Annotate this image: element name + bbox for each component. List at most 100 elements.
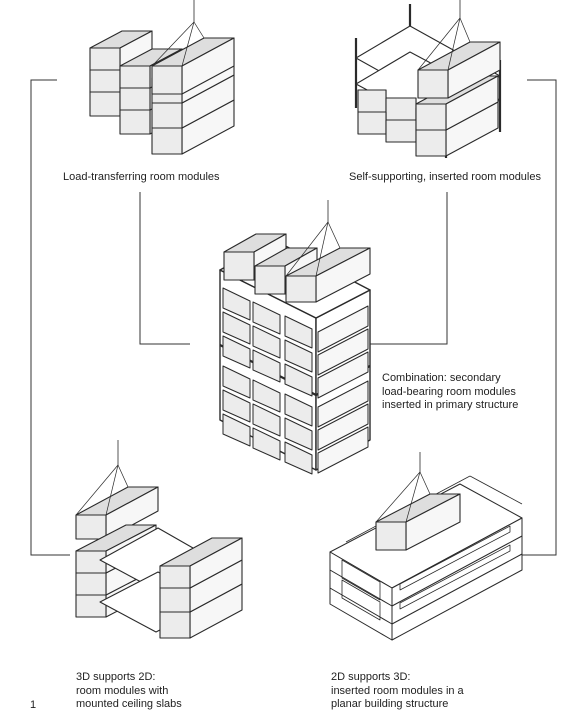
module-front-face bbox=[252, 325, 281, 359]
module-front-face bbox=[252, 427, 281, 461]
sling-line bbox=[75, 464, 119, 516]
module-front-face bbox=[222, 365, 251, 399]
caption-3d-supports-2d: 3D supports 2D: room modules with mounte… bbox=[76, 671, 182, 712]
illustration-self-supporting bbox=[354, 0, 502, 158]
caption-line: Load-transferring room modules bbox=[63, 171, 220, 183]
connector-top-right-to-center bbox=[370, 192, 448, 345]
sling-line bbox=[315, 221, 329, 277]
caption-load-transferring: Load-transferring room modules bbox=[63, 171, 220, 185]
module-front-face bbox=[357, 111, 387, 135]
caption-line: planar building structure bbox=[331, 698, 449, 710]
module-front-face bbox=[159, 587, 191, 613]
connector-lines bbox=[30, 79, 557, 556]
sling-line bbox=[459, 17, 471, 43]
module-front-face bbox=[252, 301, 281, 335]
caption-line: 3D supports 2D: bbox=[76, 671, 156, 683]
module-front-face bbox=[223, 251, 255, 281]
level-line bbox=[391, 535, 523, 607]
module-front-face bbox=[222, 287, 251, 321]
module-front-face bbox=[284, 315, 313, 349]
illustration-load-transferring bbox=[89, 0, 235, 155]
caption-line: Self-supporting, inserted room modules bbox=[349, 171, 541, 183]
level-line bbox=[329, 587, 393, 625]
opening bbox=[399, 525, 511, 591]
illustration-combination bbox=[219, 200, 371, 475]
sling-line bbox=[327, 221, 341, 249]
sling-line bbox=[151, 21, 195, 67]
module-front-face bbox=[89, 91, 121, 117]
module-front-face bbox=[415, 103, 447, 131]
module-front-face bbox=[284, 441, 313, 475]
module-front-face bbox=[222, 413, 251, 447]
connector-right bbox=[522, 79, 557, 556]
sling-line bbox=[375, 471, 421, 523]
module-front-face bbox=[222, 311, 251, 345]
sling-line bbox=[417, 17, 461, 71]
sling-line bbox=[419, 471, 431, 495]
sling-line bbox=[405, 471, 421, 523]
module-front-face bbox=[284, 417, 313, 451]
illustration-3d-supports-2d bbox=[75, 440, 243, 639]
caption-2d-supports-3d: 2D supports 3D: inserted room modules in… bbox=[331, 671, 464, 712]
module-front-face bbox=[252, 349, 281, 383]
opening bbox=[341, 579, 381, 621]
opening bbox=[399, 544, 511, 610]
module-front-face bbox=[159, 565, 191, 589]
caption-line: Combination: secondary bbox=[382, 372, 501, 384]
module-front-face bbox=[417, 69, 449, 99]
module-side-face bbox=[317, 380, 369, 428]
caption-line: inserted room modules in a bbox=[331, 684, 464, 697]
module-front-face bbox=[375, 521, 407, 551]
module-front-face bbox=[222, 389, 251, 423]
sling-line bbox=[181, 21, 195, 67]
module-front-face bbox=[284, 393, 313, 427]
module-front-face bbox=[159, 611, 191, 639]
caption-line: load-bearing room modules bbox=[382, 385, 516, 398]
caption-combination: Combination: secondary load-bearing room… bbox=[382, 372, 518, 413]
connector-left bbox=[30, 79, 70, 556]
module-front-face bbox=[119, 109, 151, 135]
opening bbox=[341, 559, 381, 601]
module-side-face bbox=[317, 305, 369, 353]
module-front-face bbox=[151, 102, 183, 129]
connector-top-left-to-center bbox=[139, 192, 190, 345]
module-front-face bbox=[252, 379, 281, 413]
figure-number: 1 bbox=[30, 699, 37, 711]
level-line bbox=[391, 553, 523, 625]
module-front-face bbox=[151, 65, 183, 95]
module-front-face bbox=[284, 339, 313, 373]
module-front-face bbox=[415, 129, 447, 157]
sling-line bbox=[117, 464, 129, 488]
module-front-face bbox=[89, 47, 121, 71]
caption-self-supporting: Self-supporting, inserted room modules bbox=[349, 171, 541, 185]
module-front-face bbox=[254, 265, 286, 295]
caption-line: room modules with bbox=[76, 684, 169, 697]
module-front-face bbox=[285, 275, 317, 303]
module-front-face bbox=[119, 65, 151, 89]
module-front-face bbox=[75, 514, 107, 540]
level-line bbox=[329, 569, 393, 607]
caption-line: inserted in primary structure bbox=[382, 399, 519, 411]
sling-line bbox=[105, 464, 119, 516]
module-front-face bbox=[75, 594, 107, 618]
upper-rail bbox=[469, 475, 523, 505]
sling-line bbox=[193, 21, 205, 39]
module-front-face bbox=[75, 550, 107, 574]
module-front-face bbox=[222, 335, 251, 369]
caption-line: 2D supports 3D: bbox=[331, 671, 411, 683]
module-front-face bbox=[284, 363, 313, 397]
module-front-face bbox=[252, 403, 281, 437]
module-front-face bbox=[119, 87, 151, 111]
caption-line: mounted ceiling slabs bbox=[76, 698, 182, 710]
sling-line bbox=[447, 17, 461, 71]
module-front-face bbox=[89, 69, 121, 93]
module-front-face bbox=[357, 89, 387, 113]
module-side-face bbox=[317, 328, 369, 376]
module-front-face bbox=[151, 127, 183, 155]
illustration-2d-supports-3d bbox=[329, 452, 523, 641]
sling-line bbox=[285, 221, 329, 277]
module-side-face bbox=[317, 426, 369, 474]
module-front-face bbox=[385, 119, 417, 143]
module-front-face bbox=[385, 97, 417, 121]
